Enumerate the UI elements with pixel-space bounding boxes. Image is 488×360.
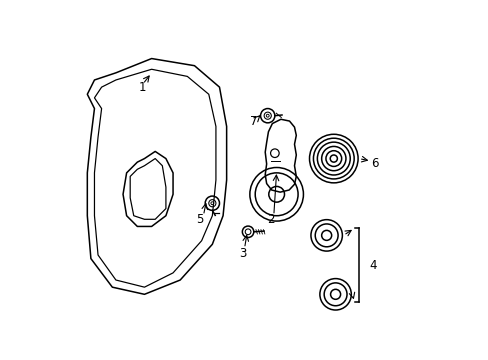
Text: 5: 5 [196, 213, 203, 226]
Text: 3: 3 [239, 247, 246, 260]
Text: 1: 1 [139, 81, 146, 94]
Text: 4: 4 [369, 259, 376, 272]
Text: 7: 7 [249, 114, 257, 127]
Text: 2: 2 [267, 213, 274, 226]
Text: 6: 6 [370, 157, 378, 170]
